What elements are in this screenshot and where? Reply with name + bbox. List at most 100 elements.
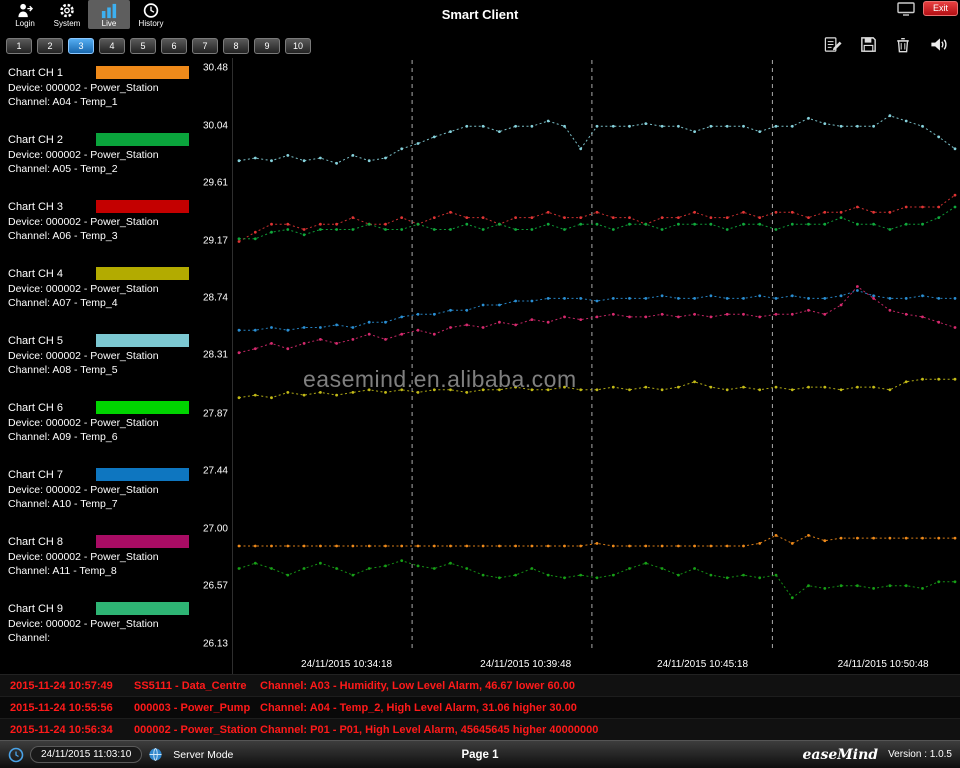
nav-label: History <box>139 19 164 28</box>
page-button-1[interactable]: 1 <box>6 38 32 54</box>
channel-name: Channel: A04 - Temp_1 <box>8 96 196 108</box>
window-controls: Exit <box>897 1 958 16</box>
main-area: Chart CH 1 Device: 000002 - Power_Station… <box>0 58 960 674</box>
page-button-9[interactable]: 9 <box>254 38 280 54</box>
y-axis-label: 30.04 <box>203 121 228 132</box>
channel-legend-head: Chart CH 2 <box>8 132 196 147</box>
channel-name: Channel: <box>8 632 196 644</box>
x-axis-label: 24/11/2015 10:34:18 <box>301 659 392 670</box>
channel-name: Channel: A07 - Temp_4 <box>8 297 196 309</box>
page-button-2[interactable]: 2 <box>37 38 63 54</box>
save-icon[interactable] <box>859 35 878 54</box>
page-button-6[interactable]: 6 <box>161 38 187 54</box>
page-button-8[interactable]: 8 <box>223 38 249 54</box>
x-axis: 24/11/2015 10:34:1824/11/2015 10:39:4824… <box>233 654 960 674</box>
nav-system[interactable]: System <box>46 0 88 29</box>
y-axis-label: 29.17 <box>203 236 228 247</box>
trend-chart <box>233 58 960 654</box>
alarm-row[interactable]: 2015-11-24 10:56:34000002 - Power_Statio… <box>0 719 960 741</box>
channel-color-swatch <box>96 66 189 79</box>
channel-device: Device: 000002 - Power_Station <box>8 82 196 94</box>
alarm-time: 2015-11-24 10:57:49 <box>10 680 134 692</box>
version-label: Version : 1.0.5 <box>888 749 952 760</box>
channel-color-swatch <box>96 334 189 347</box>
channel-device: Device: 000002 - Power_Station <box>8 484 196 496</box>
channel-legend: Chart CH 2 Device: 000002 - Power_Station… <box>0 128 196 195</box>
login-icon <box>15 2 35 19</box>
alarm-message: Channel: P01 - P01, High Level Alarm, 45… <box>260 724 960 736</box>
clock-icon <box>8 747 24 763</box>
channel-legend: Chart CH 7 Device: 000002 - Power_Station… <box>0 463 196 530</box>
page-button-3[interactable]: 3 <box>68 38 94 54</box>
channel-device: Device: 000002 - Power_Station <box>8 283 196 295</box>
page-button-7[interactable]: 7 <box>192 38 218 54</box>
channel-color-swatch <box>96 468 189 481</box>
y-axis-label: 29.61 <box>203 178 228 189</box>
channel-device: Device: 000002 - Power_Station <box>8 618 196 630</box>
y-axis-label: 28.31 <box>203 350 228 361</box>
nav-live[interactable]: Live <box>88 0 130 29</box>
channel-legend-head: Chart CH 3 <box>8 199 196 214</box>
alarm-log: 2015-11-24 10:57:49SS5111 - Data_CentreC… <box>0 674 960 740</box>
alarm-message: Channel: A03 - Humidity, Low Level Alarm… <box>260 680 960 692</box>
channel-name: Channel: A08 - Temp_5 <box>8 364 196 376</box>
display-icon[interactable] <box>897 2 915 16</box>
channel-color-swatch <box>96 200 189 213</box>
channel-legend-head: Chart CH 4 <box>8 266 196 281</box>
channel-device: Device: 000002 - Power_Station <box>8 149 196 161</box>
channel-title: Chart CH 3 <box>8 201 96 213</box>
alarm-row[interactable]: 2015-11-24 10:55:56000003 - Power_PumpCh… <box>0 697 960 719</box>
channel-legend-head: Chart CH 6 <box>8 400 196 415</box>
channel-legend: Chart CH 6 Device: 000002 - Power_Station… <box>0 396 196 463</box>
audio-icon[interactable] <box>928 35 950 54</box>
channel-legend-head: Chart CH 8 <box>8 534 196 549</box>
y-axis-label: 28.74 <box>203 293 228 304</box>
channel-legend: Chart CH 4 Device: 000002 - Power_Station… <box>0 262 196 329</box>
channel-title: Chart CH 5 <box>8 335 96 347</box>
edit-icon[interactable] <box>823 35 843 54</box>
channel-legend-head: Chart CH 5 <box>8 333 196 348</box>
channel-name: Channel: A05 - Temp_2 <box>8 163 196 175</box>
statusbar-datetime: 24/11/2015 11:03:10 <box>30 746 142 763</box>
channel-legend: Chart CH 1 Device: 000002 - Power_Station… <box>0 61 196 128</box>
statusbar-right: easeMind Version : 1.0.5 <box>803 747 953 763</box>
alarm-device: 000002 - Power_Station <box>134 724 260 736</box>
nav-login[interactable]: Login <box>4 0 46 29</box>
alarm-time: 2015-11-24 10:56:34 <box>10 724 134 736</box>
channel-title: Chart CH 2 <box>8 134 96 146</box>
channel-legend: Chart CH 5Device: 000002 - Power_Station… <box>0 329 196 396</box>
alarm-row[interactable]: 2015-11-24 10:57:49SS5111 - Data_CentreC… <box>0 675 960 697</box>
channel-color-swatch <box>96 602 189 615</box>
alarm-time: 2015-11-24 10:55:56 <box>10 702 134 714</box>
channel-title: Chart CH 1 <box>8 67 96 79</box>
channel-title: Chart CH 4 <box>8 268 96 280</box>
statusbar: 24/11/2015 11:03:10 Server Mode Page 1 e… <box>0 740 960 768</box>
exit-button[interactable]: Exit <box>923 1 958 16</box>
channel-device: Device: 000002 - Power_Station <box>8 417 196 429</box>
channel-color-swatch <box>96 401 189 414</box>
channel-name: Channel: A10 - Temp_7 <box>8 498 196 510</box>
channel-device: Device: 000002 - Power_Station <box>8 551 196 563</box>
y-axis-label: 27.00 <box>203 523 228 534</box>
y-axis-label: 26.57 <box>203 580 228 591</box>
y-axis-label: 26.13 <box>203 639 228 650</box>
delete-icon[interactable] <box>894 35 912 54</box>
channel-name: Channel: A09 - Temp_6 <box>8 431 196 443</box>
page-button-4[interactable]: 4 <box>99 38 125 54</box>
channel-color-swatch <box>96 535 189 548</box>
page-button-10[interactable]: 10 <box>285 38 311 54</box>
channel-legend-sidebar: Chart CH 1 Device: 000002 - Power_Station… <box>0 58 196 674</box>
x-axis-label: 24/11/2015 10:39:48 <box>480 659 571 670</box>
nav-history[interactable]: History <box>130 0 172 29</box>
nav-label: Login <box>15 19 35 28</box>
easemind-logo: easeMind <box>803 747 879 763</box>
channel-title: Chart CH 8 <box>8 536 96 548</box>
statusbar-left: 24/11/2015 11:03:10 Server Mode <box>8 746 233 763</box>
topbar: LoginSystemLiveHistory Smart Client Exit <box>0 0 960 32</box>
live-icon <box>99 2 119 19</box>
channel-legend-head: Chart CH 7 <box>8 467 196 482</box>
y-axis: 30.4830.0429.6129.1728.7428.3127.8727.44… <box>196 58 232 654</box>
page-button-5[interactable]: 5 <box>130 38 156 54</box>
channel-title: Chart CH 6 <box>8 402 96 414</box>
nav-label: System <box>54 19 81 28</box>
